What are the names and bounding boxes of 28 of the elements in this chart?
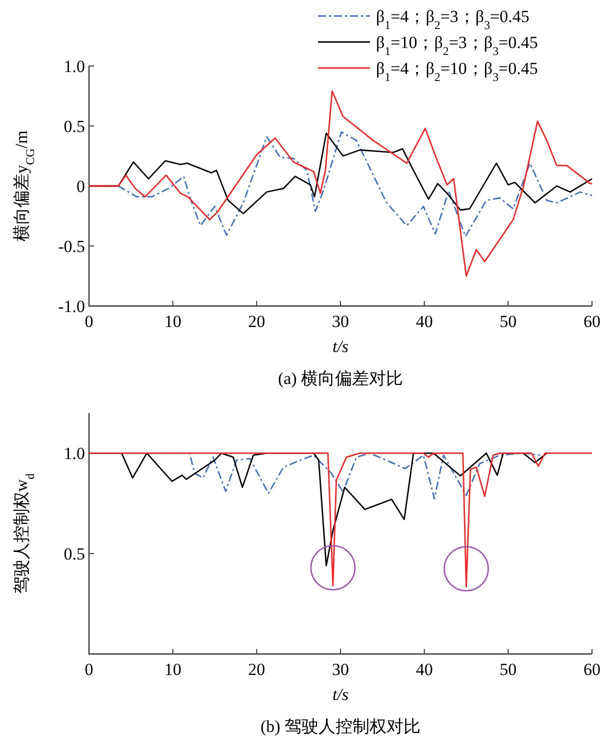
x-tick-label: 60 xyxy=(584,660,600,679)
x-tick-label: 40 xyxy=(416,660,433,679)
y-tick-label: 1.0 xyxy=(64,444,85,464)
line-series xyxy=(88,452,593,588)
x-tick-label: 30 xyxy=(332,312,349,331)
x-tick-label: 30 xyxy=(332,660,349,679)
legend-label: β$_{1}$=4；β$_{2}$=3；β$_{3}$=0.45 xyxy=(376,7,530,32)
y-tick-label: 0 xyxy=(76,177,85,196)
x-tick-label: 50 xyxy=(500,660,517,679)
y-tick-label: 0.5 xyxy=(64,117,85,136)
legend-label: β$_{1}$=4；β$_{2}$=10；β$_{3}$=0.45 xyxy=(376,59,538,84)
y-tick-label: -1.0 xyxy=(58,297,85,316)
text: (a) 横向偏差对比 xyxy=(278,369,404,388)
y-tick-label: -0.5 xyxy=(58,237,85,256)
line-series xyxy=(88,90,593,277)
x-tick-label: 10 xyxy=(164,312,182,331)
text: (b) 驾驶人控制权对比 xyxy=(260,717,421,736)
x-tick-label: 20 xyxy=(248,660,266,679)
legend-label: β$_{1}$=10；β$_{2}$=3；β$_{3}$=0.45 xyxy=(376,33,538,58)
x-axis-title: t/s xyxy=(332,685,349,704)
x-tick-label: 50 xyxy=(500,312,517,331)
x-axis-title: t/s xyxy=(332,337,349,356)
x-tick-label: 40 xyxy=(416,312,433,331)
y-tick-label: 1.0 xyxy=(64,57,85,76)
x-tick-label: 20 xyxy=(248,312,266,331)
y-tick-label: 0.5 xyxy=(64,544,85,564)
x-tick-label: 60 xyxy=(584,312,600,331)
x-tick-label: 10 xyxy=(164,660,182,679)
